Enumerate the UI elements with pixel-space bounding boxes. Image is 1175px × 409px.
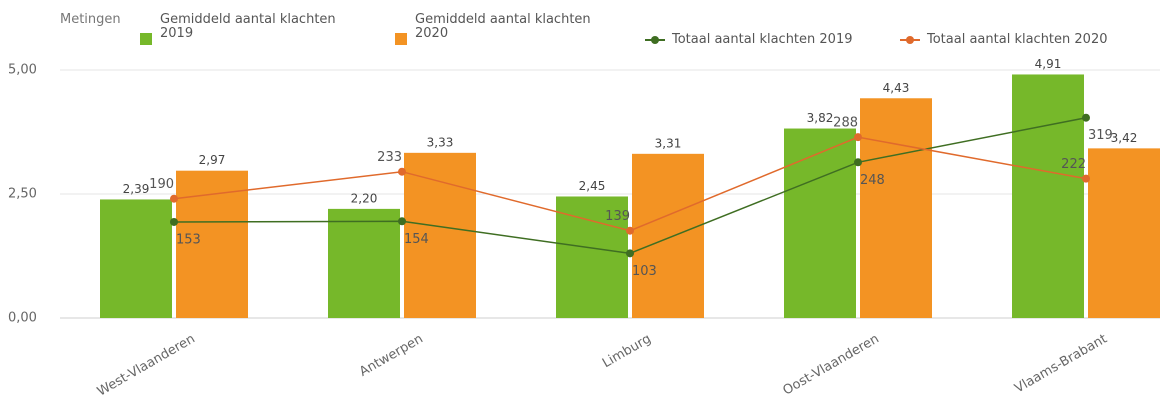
line-point <box>854 133 862 142</box>
line-value-label: 190 <box>149 177 174 192</box>
line-value-label: 222 <box>1061 157 1086 172</box>
legend-marker <box>651 36 659 44</box>
bar <box>784 128 856 318</box>
y-tick-label: 5,00 <box>8 63 37 78</box>
legend-title: Metingen <box>60 12 121 27</box>
y-tick-label: 2,50 <box>8 187 37 202</box>
line-point <box>398 167 406 176</box>
bar-value-label: 3,82 <box>807 111 834 125</box>
line-point <box>170 194 178 203</box>
line-point <box>398 217 406 226</box>
line-value-label: 248 <box>860 173 885 188</box>
legend-label: Gemiddeld aantal klachten 2020 <box>415 12 591 41</box>
legend-swatch <box>140 33 152 45</box>
line-point <box>1082 174 1090 183</box>
bar <box>176 170 248 318</box>
bar <box>556 196 628 318</box>
legend-marker <box>906 36 914 44</box>
line-value-label: 288 <box>833 116 858 131</box>
legend-label: Gemiddeld aantal klachten 2019 <box>160 12 336 41</box>
line-point <box>1082 113 1090 122</box>
line-value-label: 153 <box>176 232 201 247</box>
legend-label: Totaal aantal klachten 2019 <box>672 32 853 47</box>
bar <box>328 208 400 318</box>
x-tick-label: Antwerpen <box>357 332 426 380</box>
bar-value-label: 3,33 <box>427 135 454 149</box>
bar-value-label: 2,20 <box>351 191 378 205</box>
line <box>173 136 1087 232</box>
bar-value-label: 2,45 <box>579 179 606 193</box>
y-tick-label: 0,00 <box>8 311 37 326</box>
bar-value-label: 4,91 <box>1035 57 1062 71</box>
legend-swatch <box>395 33 407 45</box>
bar-value-label: 3,42 <box>1111 131 1138 145</box>
bar <box>100 199 172 318</box>
bar-value-label: 2,39 <box>123 182 150 196</box>
line-point <box>626 249 634 258</box>
bar-value-label: 3,31 <box>655 136 682 150</box>
line-value-label: 154 <box>404 232 429 247</box>
x-tick-label: West-Vlaanderen <box>95 332 198 400</box>
bar-value-label: 2,97 <box>199 153 226 167</box>
x-tick-label: Oost-Vlaanderen <box>781 332 882 399</box>
line-value-label: 233 <box>377 150 402 165</box>
bar-value-label: 4,43 <box>883 81 910 95</box>
bar <box>860 98 932 318</box>
line-point <box>854 158 862 167</box>
bar <box>1088 148 1160 318</box>
line-value-label: 139 <box>605 209 630 224</box>
line-point <box>626 226 634 235</box>
line-value-label: 319 <box>1088 128 1113 143</box>
bar <box>404 152 476 318</box>
bar <box>632 153 704 318</box>
legend-label: Totaal aantal klachten 2020 <box>927 32 1108 47</box>
x-tick-label: Limburg <box>600 332 654 372</box>
x-tick-label: Vlaams-Brabant <box>1012 332 1109 397</box>
line-point <box>170 217 178 226</box>
bar <box>1012 74 1084 319</box>
line-value-label: 103 <box>632 264 657 279</box>
